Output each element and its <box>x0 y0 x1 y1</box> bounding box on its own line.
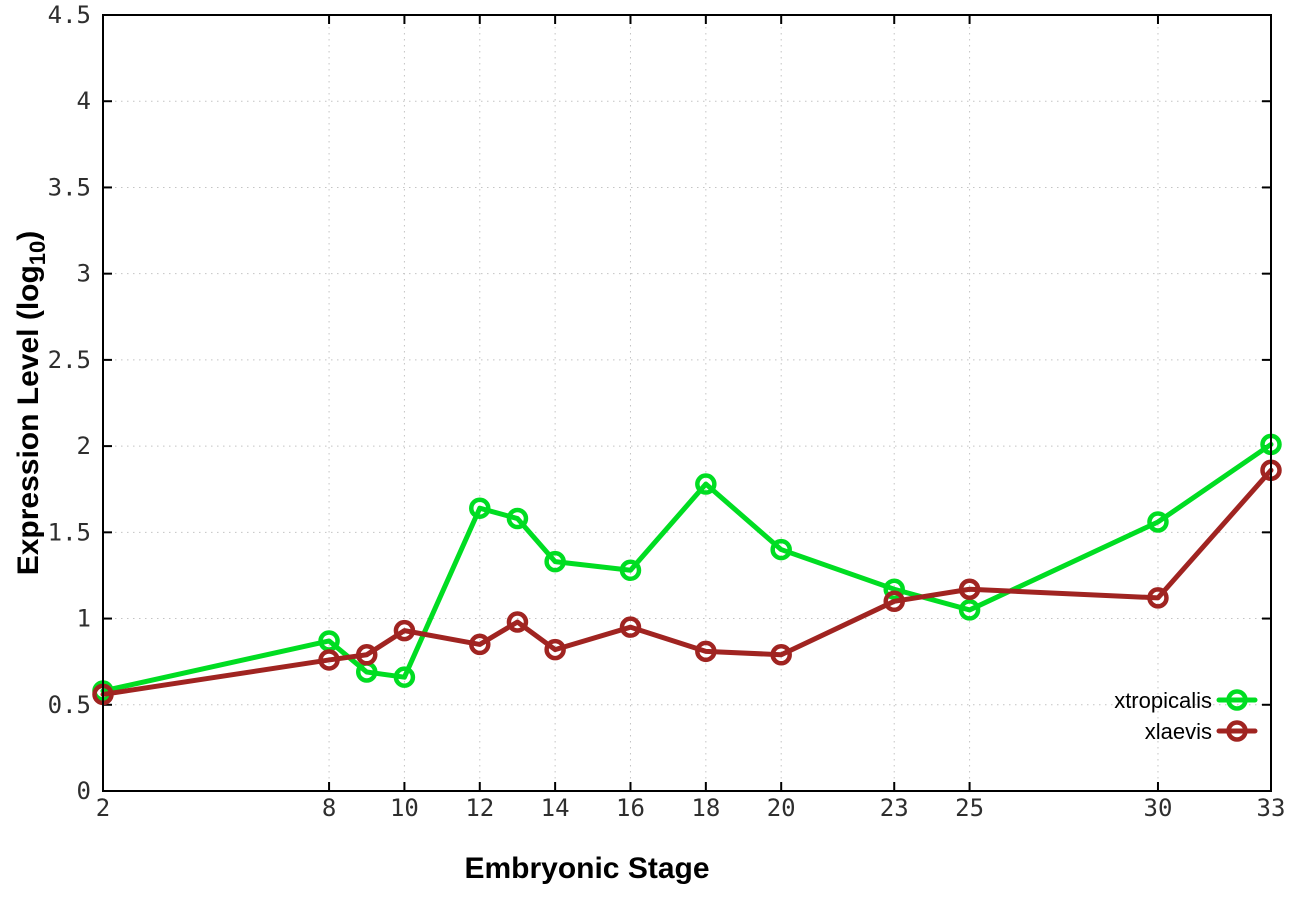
x-tick-label: 10 <box>390 794 419 822</box>
legend-label-xtropicalis: xtropicalis <box>1114 688 1212 713</box>
x-tick-label: 8 <box>322 794 336 822</box>
data-point-xlaevis <box>318 649 340 671</box>
data-point-xlaevis <box>469 633 491 656</box>
y-tick-label: 4.5 <box>48 1 91 29</box>
data-point-xtropicalis <box>469 497 491 519</box>
data-point-xtropicalis <box>958 599 981 621</box>
data-point-xtropicalis <box>619 559 642 582</box>
x-tick-label: 25 <box>955 794 984 822</box>
legend-marker-xlaevis <box>1226 720 1248 742</box>
data-point-xlaevis <box>393 619 416 642</box>
data-point-xlaevis <box>1147 587 1169 609</box>
x-tick-label: 20 <box>767 794 796 822</box>
data-point-xtropicalis <box>393 666 416 688</box>
x-tick-label: 16 <box>616 794 645 822</box>
data-point-xlaevis <box>544 638 566 661</box>
series-line-xtropicalis <box>100 441 1274 694</box>
y-tick-label: 4 <box>77 87 91 115</box>
plot-border <box>102 14 1272 792</box>
data-point-xlaevis <box>355 644 378 666</box>
data-point-xtropicalis <box>1147 511 1169 533</box>
x-tick-label: 12 <box>465 794 494 822</box>
data-point-xtropicalis <box>883 578 905 600</box>
data-point-xlaevis <box>695 640 717 663</box>
x-tick-label: 23 <box>880 794 909 822</box>
y-tick-label: 1 <box>77 605 91 633</box>
data-point-xtropicalis <box>770 538 792 561</box>
data-point-xlaevis <box>883 590 905 613</box>
data-point-xtropicalis <box>544 550 566 573</box>
data-point-xtropicalis <box>506 507 529 530</box>
y-tick-label: 2 <box>77 432 91 460</box>
y-tick-label: 3 <box>77 260 91 288</box>
x-axis-title: Embryonic Stage <box>464 852 709 885</box>
x-tick-label: 30 <box>1144 794 1173 822</box>
data-point-xlaevis <box>506 611 529 633</box>
data-point-xtropicalis <box>695 473 717 495</box>
data-point-xlaevis <box>770 644 792 666</box>
x-tick-label: 33 <box>1257 794 1286 822</box>
y-tick-label: 3.5 <box>48 173 91 201</box>
y-tick-label: 0.5 <box>48 691 91 719</box>
x-tick-label: 14 <box>541 794 570 822</box>
y-tick-label: 2.5 <box>48 346 91 374</box>
legend-label-xlaevis: xlaevis <box>1145 719 1212 744</box>
y-axis-title: Expression Level (log10) <box>12 231 50 576</box>
data-point-xlaevis <box>619 616 642 638</box>
x-tick-label: 18 <box>691 794 720 822</box>
data-point-xlaevis <box>958 578 981 600</box>
y-tick-label: 0 <box>77 777 91 805</box>
y-tick-label: 1.5 <box>48 518 91 546</box>
legend-marker-xtropicalis <box>1226 689 1248 711</box>
x-tick-label: 2 <box>96 794 110 822</box>
